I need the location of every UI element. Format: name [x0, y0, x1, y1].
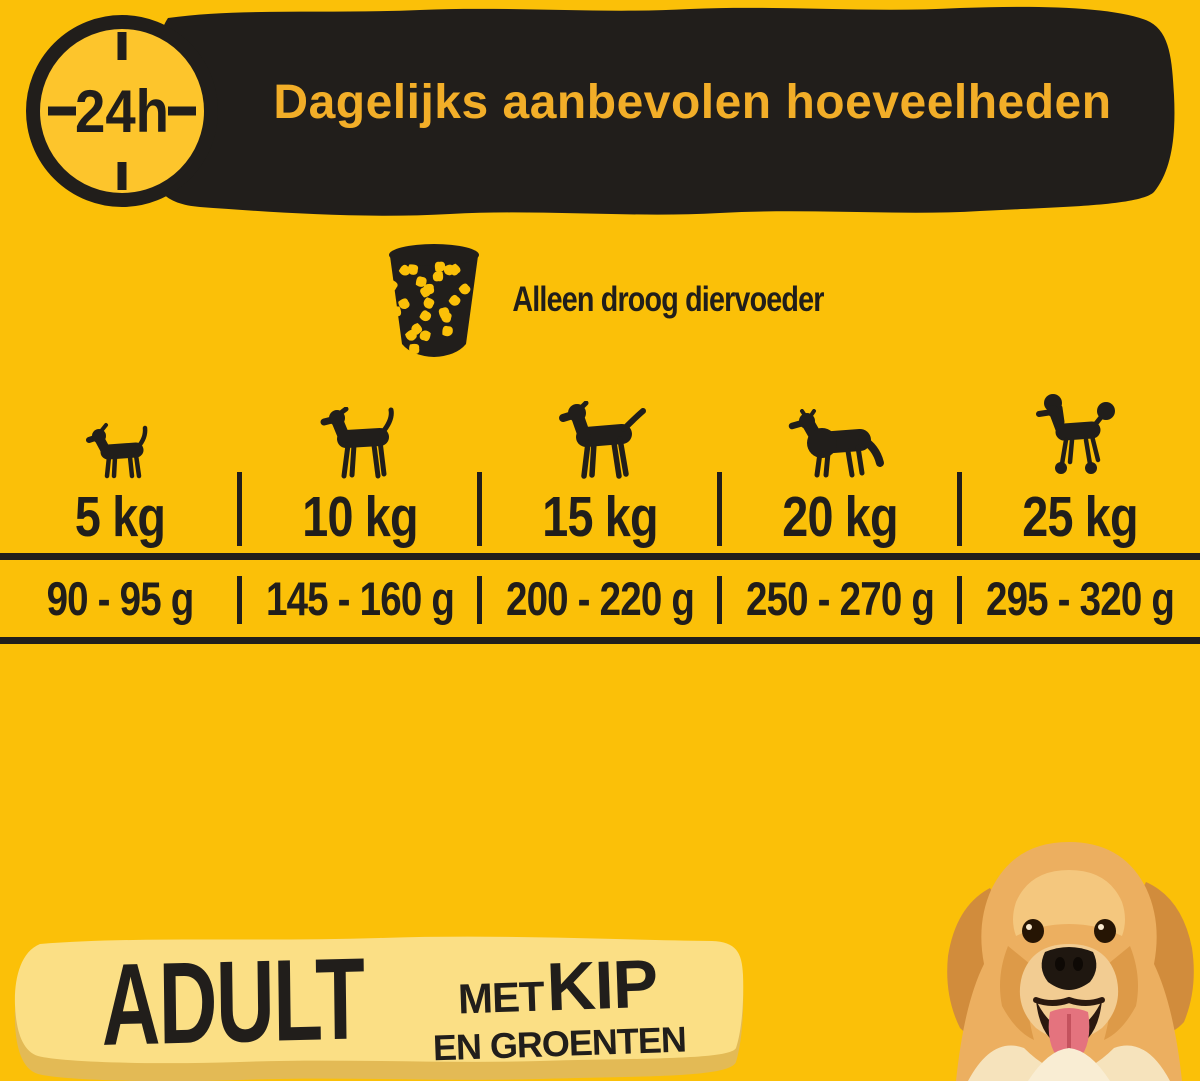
header-banner — [148, 6, 1175, 216]
dry-food-label: Alleen droog diervoeder — [512, 280, 824, 319]
column-divider — [477, 472, 482, 546]
column-divider — [957, 576, 962, 624]
variant-line2: EN GROENTEN — [432, 1018, 687, 1069]
weight-label-5kg: 5 kg — [74, 485, 166, 549]
amount-label-10kg: 145 - 160 g — [265, 572, 455, 625]
product-banner — [14, 936, 744, 1081]
column-divider — [477, 576, 482, 624]
kibble-basket-icon — [386, 244, 479, 357]
weight-label-15kg: 15 kg — [542, 485, 658, 549]
column-divider — [717, 472, 722, 546]
terrier-silhouette — [320, 407, 394, 479]
product-range-label: ADULT — [100, 933, 365, 1070]
weight-label-20kg: 20 kg — [782, 485, 898, 549]
product-variant: MET KIP EN GROENTEN — [426, 943, 690, 1069]
small-dog-silhouette — [86, 423, 148, 479]
clock-label: 24h — [75, 78, 169, 145]
weight-label-25kg: 25 kg — [1022, 485, 1138, 549]
column-divider — [237, 472, 242, 546]
golden-retriever-photo — [947, 842, 1194, 1081]
weight-label-10kg: 10 kg — [302, 485, 418, 549]
header-title: Dagelijks aanbevolen hoeveelheden — [273, 76, 1112, 129]
amount-label-15kg: 200 - 220 g — [505, 572, 695, 625]
table-rule-bottom — [0, 637, 1200, 644]
poodle-silhouette — [1036, 394, 1115, 474]
column-divider — [237, 576, 242, 624]
variant-prefix: MET — [457, 972, 545, 1023]
24h-clock-icon: 24h — [26, 15, 218, 207]
amount-label-20kg: 250 - 270 g — [745, 572, 935, 625]
amount-label-5kg: 90 - 95 g — [46, 572, 195, 625]
column-divider — [957, 472, 962, 546]
variant-line1: MET KIP — [426, 943, 689, 1030]
pointer-silhouette — [559, 401, 646, 479]
column-divider — [717, 576, 722, 624]
table-rule-top — [0, 553, 1200, 560]
collie-silhouette — [788, 409, 884, 478]
variant-main: KIP — [545, 945, 659, 1026]
amount-label-25kg: 295 - 320 g — [985, 572, 1175, 625]
